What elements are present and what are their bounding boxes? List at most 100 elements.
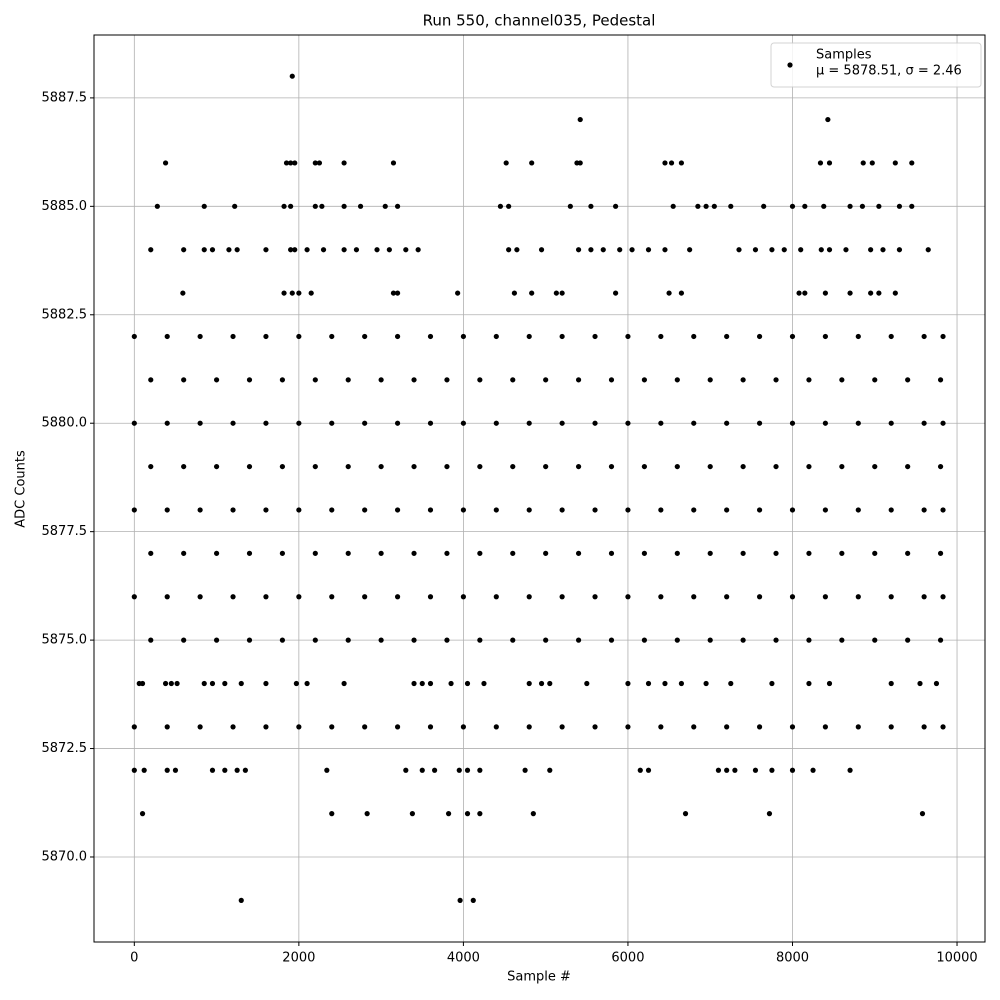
point [658,594,664,600]
point [232,203,238,209]
point [181,637,187,643]
point [308,290,314,296]
point [625,724,631,730]
point [394,290,401,296]
point [559,507,565,513]
point [756,507,763,513]
point [825,116,831,123]
point [526,594,532,600]
point [181,247,187,253]
point [457,897,463,903]
point [460,724,466,730]
y-tick-label: 5882.5 [42,307,88,322]
point [464,811,471,817]
point [588,203,594,209]
point [197,507,203,513]
point [752,767,759,773]
point [740,377,746,383]
point [880,247,886,253]
point [917,680,923,687]
point [394,724,401,730]
point [691,507,697,513]
point [625,594,631,600]
point [470,897,476,903]
point [164,507,170,513]
point [547,767,553,773]
point [781,247,787,253]
point [460,420,466,426]
point [394,594,401,600]
point [703,680,709,687]
legend-marker [787,62,793,68]
point [613,290,619,296]
point [905,637,911,643]
point [789,594,796,600]
point [543,377,549,383]
point [641,637,647,643]
point [341,680,347,687]
point [530,811,536,817]
point [427,420,434,426]
point [678,160,685,166]
point [905,550,911,556]
point [933,680,940,687]
point [740,550,746,556]
point [937,463,944,470]
point [510,550,516,556]
point [263,333,269,340]
point [888,680,894,687]
point [304,247,310,253]
point [575,550,582,556]
point [724,767,730,773]
point [868,247,874,253]
point [715,767,722,773]
point [810,767,816,773]
point [164,724,170,730]
point [246,377,253,383]
point [263,680,269,687]
point [584,680,590,687]
point [888,507,894,513]
y-axis-label: ADC Counts [14,450,29,528]
point [312,637,318,643]
point [162,680,169,687]
point [872,637,878,643]
point [773,377,779,383]
point [724,724,730,730]
point [855,333,861,340]
point [547,680,553,687]
point [592,420,598,426]
point [148,637,154,643]
point [131,507,137,513]
point [674,637,680,643]
point [181,550,187,556]
point [869,160,875,166]
point [559,420,565,426]
point [197,594,203,600]
point [773,637,779,643]
point [415,247,421,253]
point [921,594,927,600]
point [919,811,926,817]
point [769,767,775,773]
point [514,247,520,253]
point [246,463,253,470]
point [921,507,927,513]
point [826,680,833,687]
point [658,420,664,426]
point [937,637,944,643]
point [529,290,535,296]
point [292,247,298,253]
point [296,507,302,513]
point [658,507,664,513]
point [312,377,318,383]
point [769,247,775,253]
point [822,420,828,426]
point [357,203,364,209]
y-tick-label: 5880.0 [42,416,88,431]
point [345,463,351,470]
point [522,767,528,773]
point [526,333,532,340]
point [608,550,615,556]
point [506,203,512,209]
